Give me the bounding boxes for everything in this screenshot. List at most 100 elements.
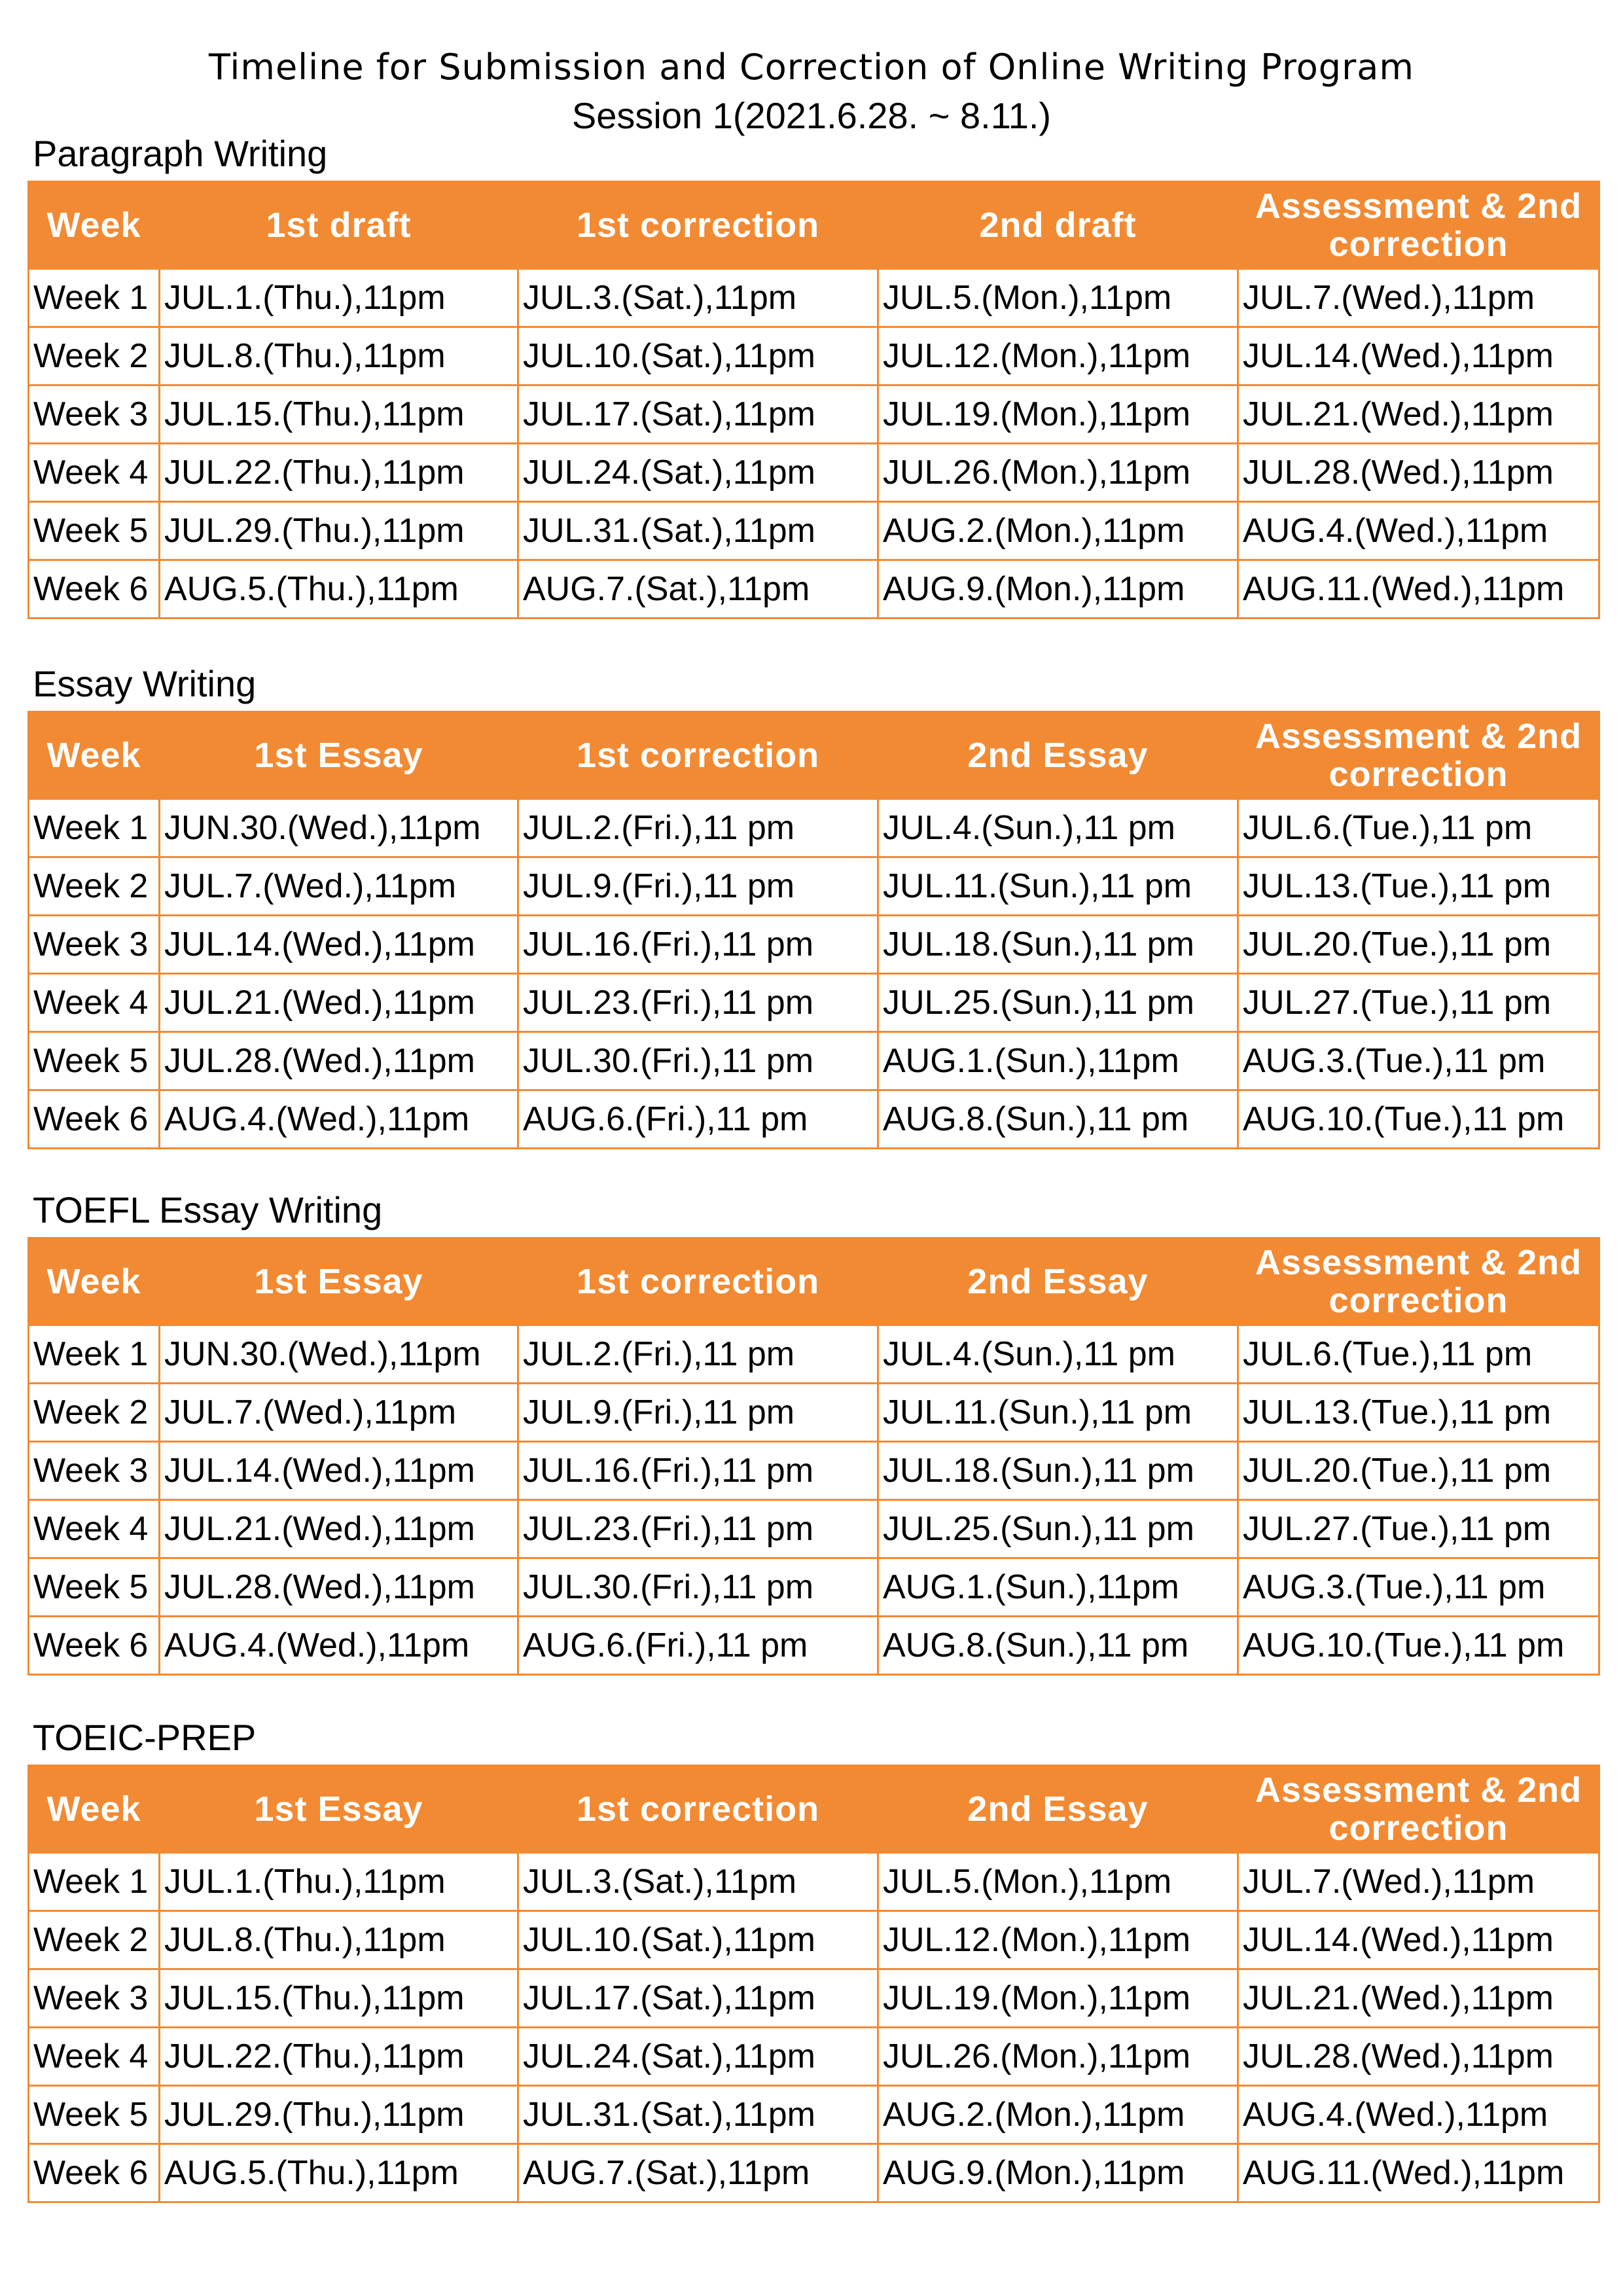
deadline-cell: JUL.11.(Sun.),11 pm (877, 856, 1239, 916)
deadline-cell: AUG.11.(Wed.),11pm (1237, 559, 1600, 619)
deadline-cell: JUL.15.(Thu.),11pm (158, 384, 519, 444)
deadline-cell: JUL.5.(Mon.),11pm (877, 268, 1239, 328)
deadline-cell: JUL.1.(Thu.),11pm (158, 1852, 519, 1912)
table-row: Week 2 JUL.7.(Wed.),11pm JUL.9.(Fri.),11 p… (27, 1382, 1600, 1443)
column-header: 1st Essay (158, 711, 519, 800)
deadline-cell: AUG.7.(Sat.),11pm (517, 559, 879, 619)
week-cell: Week 1 (27, 1852, 160, 1912)
week-cell: Week 4 (27, 1499, 160, 1559)
deadline-cell: JUL.4.(Sun.),11 pm (877, 798, 1239, 858)
deadline-cell: AUG.11.(Wed.),11pm (1237, 2143, 1600, 2203)
deadline-cell: JUL.1.(Thu.),11pm (158, 268, 519, 328)
table-row: Week 2 JUL.8.(Thu.),11pm JUL.10.(Sat.),11p… (27, 1910, 1600, 1970)
deadline-cell: JUL.22.(Thu.),11pm (158, 2026, 519, 2087)
deadline-cell: JUL.10.(Sat.),11pm (517, 326, 879, 386)
table-row: Week 5 JUL.28.(Wed.),11pm JUL.30.(Fri.),11… (27, 1031, 1600, 1091)
deadline-cell: JUL.7.(Wed.),11pm (158, 856, 519, 916)
deadline-cell: AUG.4.(Wed.),11pm (1237, 2085, 1600, 2145)
deadline-cell: JUL.28.(Wed.),11pm (158, 1031, 519, 1091)
deadline-cell: JUL.7.(Wed.),11pm (158, 1382, 519, 1443)
column-header: Assessment & 2nd correction (1237, 1237, 1600, 1326)
deadline-cell: JUL.14.(Wed.),11pm (1237, 1910, 1600, 1970)
table-row: Week 5 JUL.28.(Wed.),11pm JUL.30.(Fri.),11… (27, 1557, 1600, 1617)
table-row: Week 1 JUN.30.(Wed.),11pm JUL.2.(Fri.),11 … (27, 798, 1600, 858)
deadline-cell: JUL.22.(Thu.),11pm (158, 442, 519, 503)
column-header: 1st draft (158, 181, 519, 270)
section-title: Essay Writing (33, 663, 257, 704)
deadline-cell: AUG.10.(Tue.),11 pm (1237, 1089, 1600, 1149)
deadline-cell: JUL.12.(Mon.),11pm (877, 326, 1239, 386)
deadline-cell: JUL.14.(Wed.),11pm (158, 1441, 519, 1501)
deadline-cell: JUL.20.(Tue.),11 pm (1237, 1441, 1600, 1501)
table-row: Week 5 JUL.29.(Thu.),11pm JUL.31.(Sat.),11… (27, 2085, 1600, 2145)
deadline-cell: JUL.19.(Mon.),11pm (877, 384, 1239, 444)
deadline-cell: JUL.28.(Wed.),11pm (1237, 2026, 1600, 2087)
deadline-cell: JUL.17.(Sat.),11pm (517, 384, 879, 444)
deadline-cell: JUL.30.(Fri.),11 pm (517, 1031, 879, 1091)
deadline-cell: JUL.9.(Fri.),11 pm (517, 856, 879, 916)
deadline-cell: JUL.25.(Sun.),11 pm (877, 1499, 1239, 1559)
deadline-cell: AUG.4.(Wed.),11pm (158, 1089, 519, 1149)
table-row: Week 3 JUL.15.(Thu.),11pm JUL.17.(Sat.),11… (27, 1968, 1600, 2028)
deadline-cell: JUL.6.(Tue.),11 pm (1237, 798, 1600, 858)
week-cell: Week 1 (27, 268, 160, 328)
deadline-cell: JUL.14.(Wed.),11pm (1237, 326, 1600, 386)
week-cell: Week 4 (27, 2026, 160, 2087)
deadline-cell: JUL.7.(Wed.),11pm (1237, 1852, 1600, 1912)
schedule-section: TOEIC-PREP Week 1st Essay 1st correction 2nd… (27, 1715, 1600, 2203)
column-header: Week (27, 1765, 160, 1854)
table-header-row: Week 1st Essay 1st correction 2nd Essay Asse… (27, 1237, 1600, 1326)
deadline-cell: JUL.5.(Mon.),11pm (877, 1852, 1239, 1912)
week-cell: Week 2 (27, 1910, 160, 1970)
column-header: Assessment & 2nd correction (1237, 711, 1600, 800)
deadline-cell: JUL.29.(Thu.),11pm (158, 2085, 519, 2145)
schedule-section: TOEFL Essay Writing Week 1st Essay 1st corr… (27, 1187, 1600, 1676)
deadline-cell: AUG.3.(Tue.),11 pm (1237, 1557, 1600, 1617)
column-header: Week (27, 711, 160, 800)
deadline-cell: JUL.27.(Tue.),11 pm (1237, 1499, 1600, 1559)
deadline-cell: JUL.11.(Sun.),11 pm (877, 1382, 1239, 1443)
week-cell: Week 2 (27, 1382, 160, 1443)
column-header: Assessment & 2nd correction (1237, 1765, 1600, 1854)
column-header: 1st Essay (158, 1237, 519, 1326)
table-header-row: Week 1st Essay 1st correction 2nd Essay Asse… (27, 1765, 1600, 1854)
deadline-cell: JUL.8.(Thu.),11pm (158, 326, 519, 386)
deadline-cell: AUG.9.(Mon.),11pm (877, 2143, 1239, 2203)
deadline-cell: JUL.18.(Sun.),11 pm (877, 914, 1239, 975)
deadline-cell: AUG.4.(Wed.),11pm (158, 1615, 519, 1676)
deadline-cell: AUG.3.(Tue.),11 pm (1237, 1031, 1600, 1091)
deadline-cell: JUL.21.(Wed.),11pm (158, 1499, 519, 1559)
deadline-cell: JUL.15.(Thu.),11pm (158, 1968, 519, 2028)
week-cell: Week 4 (27, 442, 160, 503)
deadline-cell: JUL.10.(Sat.),11pm (517, 1910, 879, 1970)
deadline-cell: JUN.30.(Wed.),11pm (158, 1324, 519, 1384)
table-row: Week 6 AUG.4.(Wed.),11pm AUG.6.(Fri.),11 p… (27, 1089, 1600, 1149)
deadline-cell: AUG.8.(Sun.),11 pm (877, 1615, 1239, 1676)
deadline-cell: JUL.28.(Wed.),11pm (158, 1557, 519, 1617)
deadline-cell: JUL.31.(Sat.),11pm (517, 501, 879, 561)
deadline-cell: JUL.27.(Tue.),11 pm (1237, 973, 1600, 1033)
table-row: Week 3 JUL.14.(Wed.),11pm JUL.16.(Fri.),11… (27, 914, 1600, 975)
table-row: Week 3 JUL.14.(Wed.),11pm JUL.16.(Fri.),11… (27, 1441, 1600, 1501)
deadline-cell: JUL.26.(Mon.),11pm (877, 2026, 1239, 2087)
column-header: 2nd Essay (877, 711, 1239, 800)
deadline-cell: JUL.17.(Sat.),11pm (517, 1968, 879, 2028)
deadline-cell: AUG.1.(Sun.),11pm (877, 1031, 1239, 1091)
page-title: Timeline for Submission and Correction o… (209, 46, 1414, 88)
column-header: 2nd Essay (877, 1765, 1239, 1854)
section-title: Paragraph Writing (33, 133, 328, 174)
table-row: Week 6 AUG.5.(Thu.),11pm AUG.7.(Sat.),11pm… (27, 2143, 1600, 2203)
week-cell: Week 6 (27, 2143, 160, 2203)
deadline-cell: AUG.6.(Fri.),11 pm (517, 1089, 879, 1149)
table-row: Week 4 JUL.22.(Thu.),11pm JUL.24.(Sat.),11… (27, 442, 1600, 503)
table-row: Week 4 JUL.22.(Thu.),11pm JUL.24.(Sat.),11… (27, 2026, 1600, 2087)
deadline-cell: JUL.8.(Thu.),11pm (158, 1910, 519, 1970)
deadline-cell: JUL.16.(Fri.),11 pm (517, 914, 879, 975)
schedule-section: Paragraph Writing Week 1st draft 1st correc… (27, 131, 1600, 619)
table-row: Week 4 JUL.21.(Wed.),11pm JUL.23.(Fri.),11… (27, 973, 1600, 1033)
deadline-cell: AUG.10.(Tue.),11 pm (1237, 1615, 1600, 1676)
schedule-table: Week 1st Essay 1st correction 2nd Essay Asse… (27, 711, 1600, 1149)
deadline-cell: JUL.31.(Sat.),11pm (517, 2085, 879, 2145)
section-title: TOEFL Essay Writing (33, 1189, 383, 1230)
week-cell: Week 5 (27, 2085, 160, 2145)
